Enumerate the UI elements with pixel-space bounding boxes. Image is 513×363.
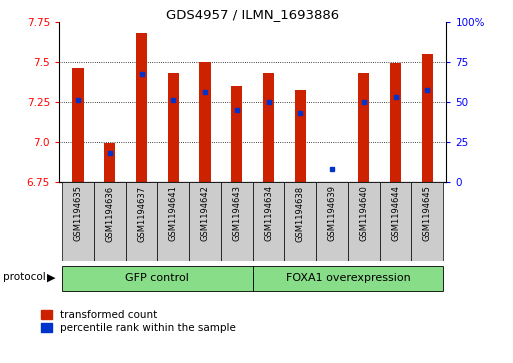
Text: GSM1194645: GSM1194645 xyxy=(423,185,432,241)
Bar xyxy=(221,182,253,261)
Text: GSM1194637: GSM1194637 xyxy=(137,185,146,242)
Bar xyxy=(168,73,179,182)
Bar xyxy=(253,182,284,261)
Bar xyxy=(72,68,84,182)
Text: GSM1194635: GSM1194635 xyxy=(73,185,83,241)
Bar xyxy=(294,90,306,182)
Text: ▶: ▶ xyxy=(47,272,55,282)
Bar xyxy=(390,63,401,182)
Text: GSM1194638: GSM1194638 xyxy=(296,185,305,242)
Bar xyxy=(126,182,157,261)
Text: GSM1194642: GSM1194642 xyxy=(201,185,209,241)
Legend: transformed count, percentile rank within the sample: transformed count, percentile rank withi… xyxy=(41,310,236,333)
Bar xyxy=(358,73,369,182)
Bar xyxy=(253,266,443,291)
Bar xyxy=(200,62,211,182)
Bar xyxy=(136,33,147,182)
Text: GFP control: GFP control xyxy=(126,273,189,283)
Text: GSM1194634: GSM1194634 xyxy=(264,185,273,241)
Text: GSM1194644: GSM1194644 xyxy=(391,185,400,241)
Bar xyxy=(157,182,189,261)
Bar xyxy=(348,182,380,261)
Bar xyxy=(411,182,443,261)
Bar xyxy=(263,73,274,182)
Text: GSM1194639: GSM1194639 xyxy=(327,185,337,241)
Bar xyxy=(189,182,221,261)
Bar xyxy=(422,54,433,182)
Text: GSM1194636: GSM1194636 xyxy=(105,185,114,242)
Text: GSM1194643: GSM1194643 xyxy=(232,185,241,241)
Text: protocol: protocol xyxy=(3,272,45,282)
Bar xyxy=(104,143,115,182)
Text: FOXA1 overexpression: FOXA1 overexpression xyxy=(286,273,410,283)
Bar xyxy=(380,182,411,261)
Bar xyxy=(284,182,316,261)
Text: GSM1194641: GSM1194641 xyxy=(169,185,178,241)
Title: GDS4957 / ILMN_1693886: GDS4957 / ILMN_1693886 xyxy=(166,8,339,21)
Text: GSM1194640: GSM1194640 xyxy=(359,185,368,241)
Bar xyxy=(316,182,348,261)
Bar xyxy=(94,182,126,261)
Bar xyxy=(62,266,253,291)
Bar xyxy=(231,86,242,182)
Bar xyxy=(62,182,94,261)
